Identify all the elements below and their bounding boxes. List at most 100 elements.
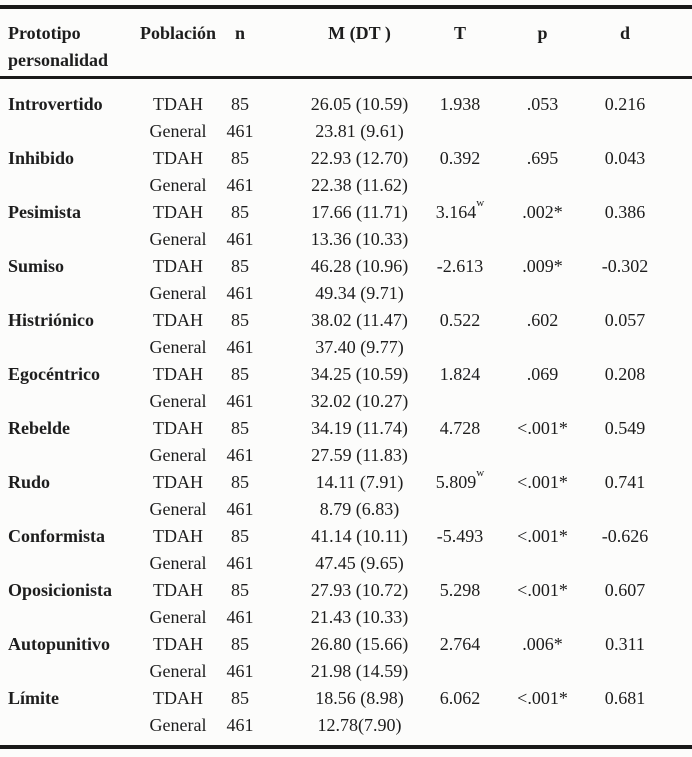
table-row: General 461 12.78(7.90) xyxy=(0,712,692,739)
n-cell: 461 xyxy=(226,229,254,249)
population-cell: General xyxy=(149,337,207,357)
prototype-label: Rebelde xyxy=(8,418,70,438)
population-cell: General xyxy=(149,175,207,195)
n-cell: 461 xyxy=(226,445,254,465)
prototype-label: Oposicionista xyxy=(8,580,113,600)
mean-sd-cell: 27.93 (10.72) xyxy=(310,580,409,600)
table-row: Rudo TDAH 85 14.11 (7.91) 5.809w <.001* … xyxy=(0,467,692,496)
population-cell: TDAH xyxy=(153,418,203,438)
header-mean-sd: M (DT ) xyxy=(328,23,391,43)
population-cell: TDAH xyxy=(153,526,203,546)
table-body: Introvertido TDAH 85 26.05 (10.59) 1.938… xyxy=(0,79,692,745)
n-cell: 85 xyxy=(231,256,249,276)
mean-sd-cell: 32.02 (10.27) xyxy=(310,391,409,411)
population-cell: TDAH xyxy=(153,688,203,708)
t-cell: 5.809w xyxy=(425,467,495,496)
t-superscript: w xyxy=(476,197,485,210)
population-cell: General xyxy=(149,499,207,519)
population-cell: TDAH xyxy=(153,634,203,654)
mean-sd-cell: 49.34 (9.71) xyxy=(315,283,404,303)
t-cell: 1.824 xyxy=(425,361,495,388)
population-cell: TDAH xyxy=(153,472,203,492)
table-row: Rebelde TDAH 85 34.19 (11.74) 4.728 <.00… xyxy=(0,415,692,442)
mean-sd-cell: 27.59 (11.83) xyxy=(311,445,408,465)
p-cell: <.001* xyxy=(517,688,568,708)
mean-sd-cell: 34.19 (11.74) xyxy=(311,418,408,438)
mean-sd-cell: 13.36 (10.33) xyxy=(310,229,409,249)
t-cell: 4.728 xyxy=(425,415,495,442)
t-cell: 1.938 xyxy=(425,91,495,118)
t-value: 4.728 xyxy=(439,418,481,438)
t-cell: 2.764 xyxy=(425,631,495,658)
prototype-label: Límite xyxy=(8,688,59,708)
table-row: Introvertido TDAH 85 26.05 (10.59) 1.938… xyxy=(0,91,692,118)
table-row: General 461 22.38 (11.62) xyxy=(0,172,692,199)
mean-sd-cell: 22.93 (12.70) xyxy=(310,148,409,168)
mean-sd-cell: 18.56 (8.98) xyxy=(315,688,404,708)
n-cell: 461 xyxy=(226,661,254,681)
t-value: 0.392 xyxy=(439,148,481,168)
p-cell: <.001* xyxy=(517,418,568,438)
population-cell: TDAH xyxy=(153,256,203,276)
n-cell: 461 xyxy=(226,175,254,195)
p-cell: .069 xyxy=(526,364,559,384)
t-value: 2.764 xyxy=(439,634,481,654)
table-row: Egocéntrico TDAH 85 34.25 (10.59) 1.824 … xyxy=(0,361,692,388)
mean-sd-cell: 17.66 (11.71) xyxy=(311,202,408,222)
table-row: General 461 27.59 (11.83) xyxy=(0,442,692,469)
p-cell: .602 xyxy=(526,310,559,330)
p-cell: .002* xyxy=(522,202,563,222)
table-row: General 461 21.43 (10.33) xyxy=(0,604,692,631)
table-row: Autopunitivo TDAH 85 26.80 (15.66) 2.764… xyxy=(0,631,692,658)
mean-sd-cell: 34.25 (10.59) xyxy=(310,364,409,384)
prototype-label: Autopunitivo xyxy=(8,634,111,654)
mean-sd-cell: 26.80 (15.66) xyxy=(310,634,409,654)
population-cell: General xyxy=(149,283,207,303)
t-superscript: w xyxy=(476,467,485,480)
population-cell: General xyxy=(149,229,207,249)
t-cell: 5.298 xyxy=(425,577,495,604)
header-n: n xyxy=(234,23,245,43)
t-value: 0.522 xyxy=(439,310,481,330)
mean-sd-cell: 23.81 (9.61) xyxy=(315,121,404,141)
t-cell: 3.164w xyxy=(425,197,495,226)
p-cell: .009* xyxy=(522,256,563,276)
n-cell: 85 xyxy=(231,202,249,222)
mean-sd-cell: 26.05 (10.59) xyxy=(310,94,409,114)
t-cell: 0.392 xyxy=(425,145,495,172)
table-row: Inhibido TDAH 85 22.93 (12.70) 0.392 .69… xyxy=(0,145,692,172)
n-cell: 85 xyxy=(231,526,249,546)
header-t: T xyxy=(453,23,466,43)
t-cell: 6.062 xyxy=(425,685,495,712)
t-cell: 0.522 xyxy=(425,307,495,334)
statistics-table: Prototipo personalidad Población n M (DT… xyxy=(0,5,692,749)
d-cell: 0.311 xyxy=(605,634,645,654)
mean-sd-cell: 12.78(7.90) xyxy=(317,715,402,735)
d-cell: 0.607 xyxy=(604,580,646,600)
p-cell: <.001* xyxy=(517,580,568,600)
population-cell: General xyxy=(149,661,207,681)
population-cell: TDAH xyxy=(153,94,203,114)
table-row: Sumiso TDAH 85 46.28 (10.96) -2.613 .009… xyxy=(0,253,692,280)
n-cell: 461 xyxy=(226,121,254,141)
n-cell: 461 xyxy=(226,499,254,519)
mean-sd-cell: 22.38 (11.62) xyxy=(311,175,408,195)
prototype-label: Histriónico xyxy=(8,310,94,330)
n-cell: 85 xyxy=(231,634,249,654)
prototype-label: Introvertido xyxy=(8,94,103,114)
t-value: 1.824 xyxy=(439,364,481,384)
n-cell: 461 xyxy=(226,553,254,573)
header-prototype: Prototipo personalidad xyxy=(8,23,109,70)
d-cell: -0.626 xyxy=(601,526,649,546)
population-cell: TDAH xyxy=(153,364,203,384)
t-value: 1.938 xyxy=(439,94,481,114)
mean-sd-cell: 37.40 (9.77) xyxy=(315,337,404,357)
table-row: General 461 49.34 (9.71) xyxy=(0,280,692,307)
d-cell: 0.216 xyxy=(604,94,646,114)
table-row: General 461 21.98 (14.59) xyxy=(0,658,692,685)
table-row: Conformista TDAH 85 41.14 (10.11) -5.493… xyxy=(0,523,692,550)
t-value: 5.809 xyxy=(435,472,477,492)
mean-sd-cell: 21.43 (10.33) xyxy=(310,607,409,627)
population-cell: General xyxy=(149,715,207,735)
t-value: -5.493 xyxy=(436,526,484,546)
